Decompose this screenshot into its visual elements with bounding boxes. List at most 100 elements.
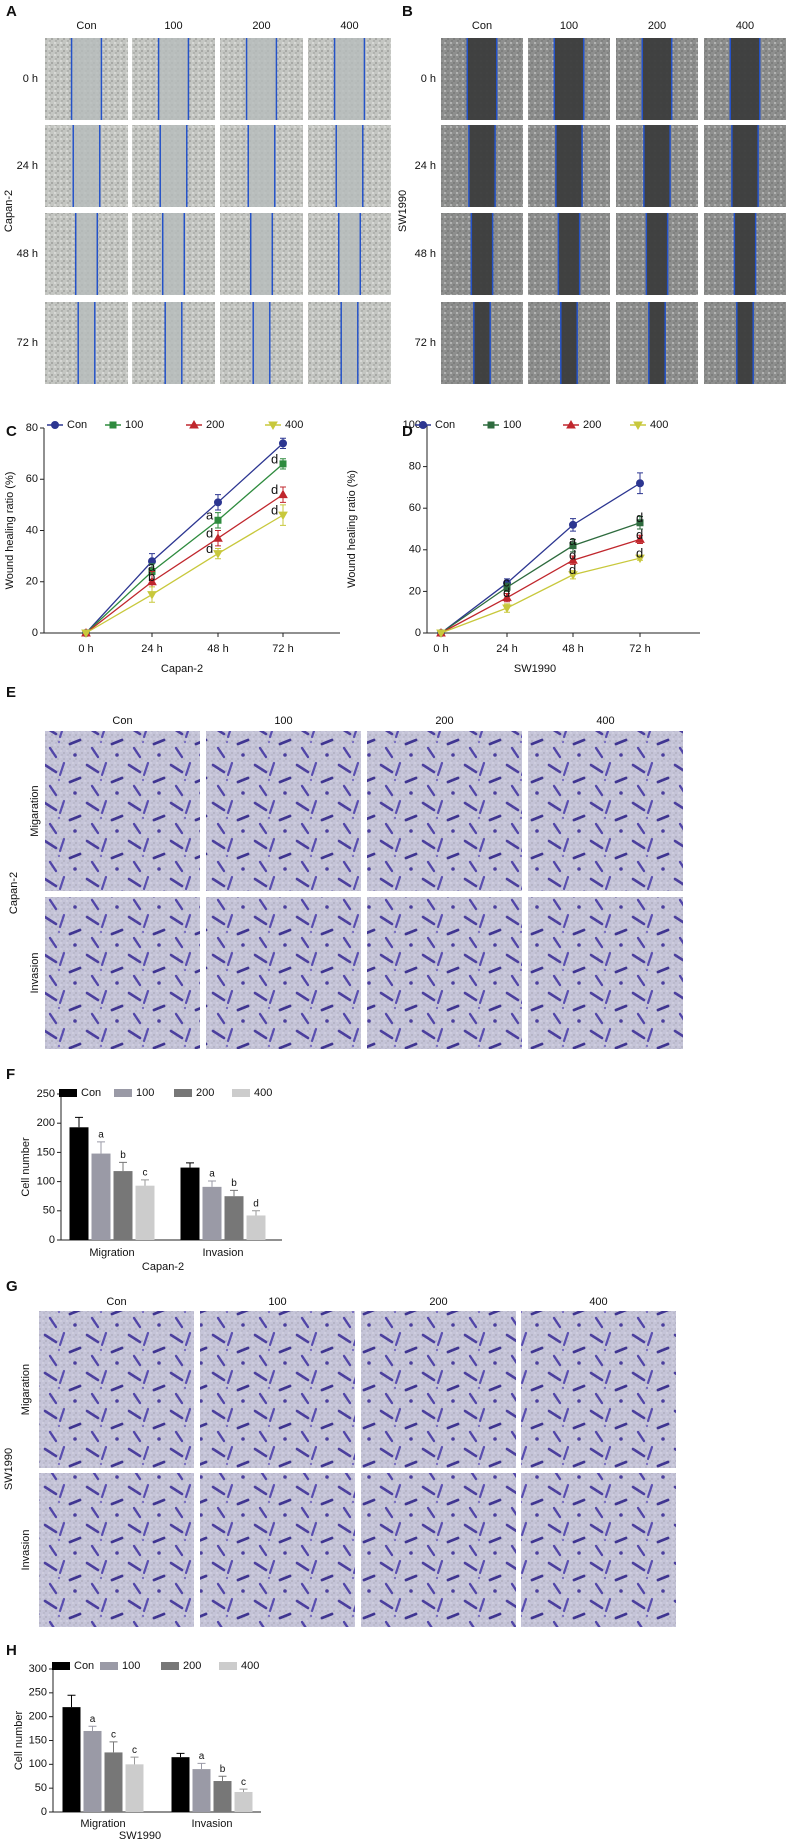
error-bar — [176, 1752, 185, 1758]
significance-label: c — [503, 575, 510, 590]
y-tick-label: 200 — [29, 1711, 47, 1723]
bar — [202, 1186, 222, 1240]
marker — [487, 421, 495, 429]
wound-gap — [731, 125, 759, 207]
significance-label: d — [253, 1198, 259, 1209]
significance-label: a — [199, 1751, 205, 1762]
row-label: Invasion — [20, 1530, 32, 1571]
marker — [636, 479, 644, 488]
legend-swatch — [161, 1662, 179, 1670]
row-label: 48 h — [415, 248, 436, 260]
series-line — [440, 482, 641, 634]
cell-stain — [45, 731, 200, 891]
marker — [268, 421, 278, 431]
legend-swatch — [114, 1089, 132, 1097]
legend-label: Con — [67, 419, 87, 431]
cell-line-label: Capan-2 — [3, 190, 15, 232]
legend-swatch — [100, 1662, 118, 1670]
y-axis-label: Wound healing ratio (%) — [346, 470, 358, 588]
column-label: 400 — [736, 20, 754, 32]
cell-stain — [367, 731, 522, 891]
legend-label: 100 — [136, 1087, 154, 1099]
series-line — [85, 463, 284, 634]
legend-label: Con — [81, 1087, 101, 1099]
significance-label: d — [206, 541, 213, 556]
series-line — [440, 538, 641, 634]
marker — [279, 460, 287, 468]
wound-gap — [473, 302, 491, 384]
series-line — [85, 514, 284, 634]
column-label: 100 — [268, 1296, 286, 1308]
significance-label: c — [132, 1745, 137, 1756]
legend-swatch — [232, 1089, 250, 1097]
row-label: 24 h — [415, 160, 436, 172]
legend-label: Con — [74, 1660, 94, 1672]
cell-stain — [45, 897, 200, 1049]
significance-label: d — [569, 548, 576, 563]
cell-stain — [200, 1311, 355, 1468]
bar — [234, 1791, 253, 1812]
y-tick-label: 60 — [26, 473, 38, 485]
cell-stain — [206, 897, 361, 1049]
column-label: 200 — [429, 1296, 447, 1308]
error-bar — [88, 1725, 97, 1731]
x-axis-label: Capan-2 — [161, 663, 203, 675]
bar — [104, 1752, 123, 1812]
error-bar — [67, 1694, 76, 1708]
error-bar — [130, 1756, 139, 1765]
error-bar — [75, 1116, 83, 1128]
series-line — [440, 522, 641, 634]
cell-stain — [367, 897, 522, 1049]
y-tick-label: 200 — [37, 1117, 55, 1129]
significance-label: c — [143, 1167, 148, 1178]
marker — [569, 542, 577, 550]
wound-gap — [558, 213, 580, 295]
y-tick-label: 50 — [35, 1782, 47, 1794]
row-label: 72 h — [415, 337, 436, 349]
y-tick-label: 0 — [32, 627, 38, 639]
wound-gap — [336, 125, 363, 207]
marker — [213, 533, 223, 542]
y-tick-label: 250 — [29, 1687, 47, 1699]
x-tick-label: 0 h — [433, 643, 448, 655]
cell-stain — [521, 1311, 676, 1468]
wound-gap — [250, 213, 273, 295]
wound-gap — [78, 302, 95, 384]
x-tick-label: Invasion — [203, 1247, 244, 1259]
wound-gap — [334, 38, 365, 120]
panel-letter: C — [6, 423, 17, 440]
x-tick-label: 0 h — [78, 643, 93, 655]
marker — [566, 419, 576, 429]
cell-stain — [200, 1473, 355, 1627]
wound-gap — [467, 38, 497, 120]
wound-gap — [248, 125, 275, 207]
wound-gap — [554, 38, 584, 120]
error-bar — [252, 1210, 260, 1216]
wound-gap — [71, 38, 102, 120]
panel-letter: G — [6, 1278, 18, 1295]
bar — [192, 1769, 211, 1812]
y-tick-label: 150 — [37, 1146, 55, 1158]
wound-gap — [338, 213, 361, 295]
error-bar — [208, 1180, 216, 1187]
column-label: 100 — [164, 20, 182, 32]
panel-letter: H — [6, 1642, 17, 1659]
wound-gap — [734, 213, 756, 295]
y-tick-label: 50 — [43, 1205, 55, 1217]
column-label: Con — [472, 20, 492, 32]
column-label: 400 — [340, 20, 358, 32]
panel-letter: E — [6, 684, 16, 701]
wound-gap — [736, 302, 754, 384]
marker — [214, 516, 222, 524]
cell-stain — [361, 1473, 516, 1627]
marker — [568, 571, 578, 580]
legend-label: 400 — [285, 419, 303, 431]
row-label: Migaration — [29, 785, 41, 836]
y-tick-label: 60 — [409, 502, 421, 514]
cell-stain — [521, 1473, 676, 1627]
wound-gap — [560, 302, 578, 384]
y-tick-label: 0 — [415, 627, 421, 639]
significance-label: d — [271, 503, 278, 518]
row-label: Invasion — [29, 953, 41, 994]
